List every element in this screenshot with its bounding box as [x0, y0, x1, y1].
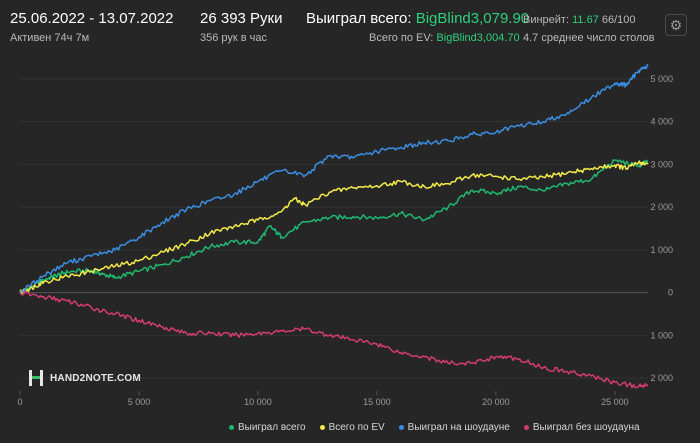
chart-grid [19, 78, 648, 395]
y-tick-label: 0 [668, 288, 673, 298]
legend-label: Выиграл на шоудауне [407, 421, 510, 433]
won-total-label: Выиграл всего: [306, 10, 412, 27]
legend-item[interactable]: Выиграл всего [229, 420, 306, 434]
x-tick-label: 0 [17, 397, 22, 407]
x-axis-labels: 0 5 000 10 000 15 000 20 000 25 000 [17, 397, 628, 407]
winrate-value: 11.67 [572, 14, 599, 26]
chart-series [19, 63, 649, 389]
y-tick-label: 1 000 [650, 330, 673, 340]
hand2note-logo-text: HAND2NOTE.COM [50, 372, 141, 384]
ev-total-label: Всего по EV: [369, 32, 434, 44]
y-tick-label: 1 000 [650, 245, 673, 255]
legend-dot-icon [319, 424, 325, 430]
winrate-label: Винрейт: [523, 14, 570, 26]
x-tick-label: 25 000 [601, 397, 629, 407]
legend-item[interactable]: Всего по EV [319, 420, 385, 434]
y-tick-label: 5 000 [650, 74, 673, 84]
legend-item[interactable]: Выиграл без шоудауна [523, 420, 640, 434]
hands-per-hour: 356 рук в час [200, 32, 268, 44]
active-time: Активен 74ч 7м [10, 32, 90, 44]
legend-dot-icon [523, 424, 529, 430]
stats-header: 25.06.2022 - 13.07.2022 Активен 74ч 7м 2… [0, 0, 700, 58]
x-tick-label: 15 000 [363, 397, 391, 407]
legend-label: Выиграл всего [238, 421, 306, 433]
y-tick-label: 4 000 [650, 117, 673, 127]
series-line [19, 290, 649, 389]
won-total-value: BigBlind3,079.90 [415, 10, 530, 27]
winrate: Винрейт: 11.67 66/100 [523, 14, 636, 26]
hands-count: 26 393 Руки [200, 10, 283, 27]
ev-total: Всего по EV: BigBlind3,004.70 [369, 32, 520, 44]
avg-tables: 4.7 среднее число столов [523, 32, 655, 44]
series-line [19, 63, 649, 294]
won-total: Выиграл всего: BigBlind3,079.90 [306, 10, 529, 27]
series-line [19, 159, 649, 293]
ev-total-value: BigBlind3,004.70 [436, 32, 520, 44]
chart-legend: Выиграл всего Всего по EV Выиграл на шоуда… [229, 420, 640, 434]
legend-label: Выиграл без шоудауна [532, 421, 640, 433]
y-axis-labels: 5 000 4 000 3 000 2 000 1 000 0 1 000 2 000 [650, 74, 673, 383]
legend-dot-icon [398, 424, 404, 430]
y-tick-label: 3 000 [650, 159, 673, 169]
y-tick-label: 2 000 [650, 373, 673, 383]
winrate-of: 66/100 [601, 14, 636, 26]
hand2note-logo-icon [29, 370, 43, 386]
legend-item[interactable]: Выиграл на шоудауне [398, 420, 510, 434]
x-tick-label: 10 000 [244, 397, 272, 407]
y-tick-label: 2 000 [650, 202, 673, 212]
x-tick-label: 5 000 [128, 397, 151, 407]
series-line [19, 160, 649, 295]
settings-gear-icon[interactable]: ⚙ [665, 14, 687, 36]
legend-dot-icon [229, 424, 234, 430]
hand2note-logo: HAND2NOTE.COM [28, 368, 141, 388]
x-tick-label: 20 000 [482, 397, 510, 407]
legend-label: Всего по EV [328, 421, 385, 433]
date-range: 25.06.2022 - 13.07.2022 [10, 10, 174, 27]
